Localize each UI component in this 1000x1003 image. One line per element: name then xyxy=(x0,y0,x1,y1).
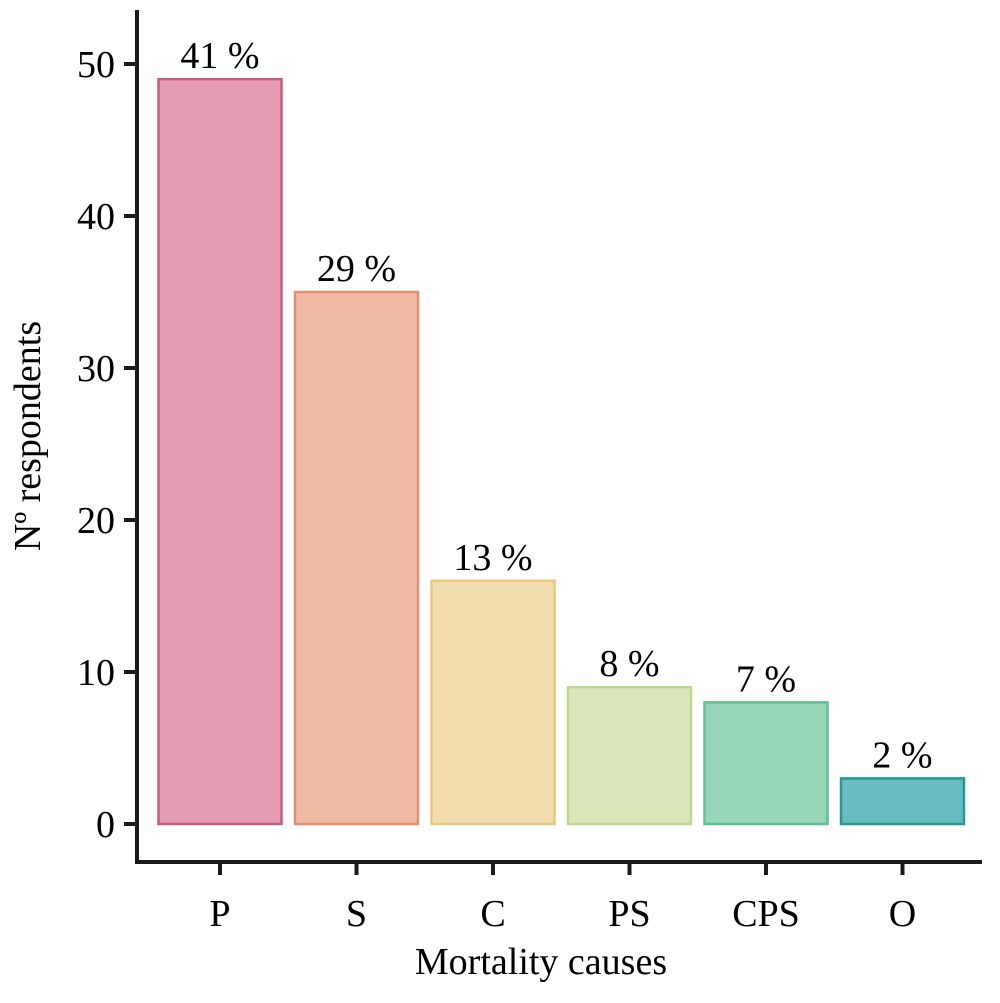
bar-p xyxy=(157,77,283,826)
bars-layer xyxy=(157,77,966,826)
x-tick-label-o: O xyxy=(889,893,916,935)
y-tick-label: 0 xyxy=(96,804,115,846)
data-label-o: 2 % xyxy=(872,734,932,776)
x-tick-label-c: C xyxy=(480,893,505,935)
x-tick-label-cps: CPS xyxy=(732,893,800,935)
data-label-c: 13 % xyxy=(453,537,532,579)
y-tick-label: 10 xyxy=(77,652,115,694)
data-label-p: 41 % xyxy=(180,35,259,77)
axes-layer xyxy=(135,10,982,864)
data-label-s: 29 % xyxy=(317,248,396,290)
y-tick-label: 50 xyxy=(77,44,115,86)
y-ticks: 0 10 20 30 40 50 xyxy=(77,44,137,846)
bar-ps xyxy=(566,685,693,826)
bar-c xyxy=(430,579,556,826)
data-label-cps: 7 % xyxy=(736,658,796,700)
y-tick-label: 20 xyxy=(77,500,115,542)
data-labels-layer: 41 % 29 % 13 % 8 % 7 % 2 % xyxy=(180,35,932,776)
bar-cps xyxy=(703,701,829,826)
bar-s xyxy=(293,290,420,826)
x-tick-label-p: P xyxy=(209,893,230,935)
x-tick-label-ps: PS xyxy=(608,893,650,935)
y-tick-label: 40 xyxy=(77,196,115,238)
x-tick-label-s: S xyxy=(346,893,367,935)
y-tick-label: 30 xyxy=(77,348,115,390)
y-axis-title: Nº respondents xyxy=(7,321,49,551)
x-axis-title: Mortality causes xyxy=(415,941,667,983)
x-ticks: P S C PS CPS O xyxy=(209,862,916,935)
bar-o xyxy=(839,777,966,826)
data-label-ps: 8 % xyxy=(599,643,659,685)
